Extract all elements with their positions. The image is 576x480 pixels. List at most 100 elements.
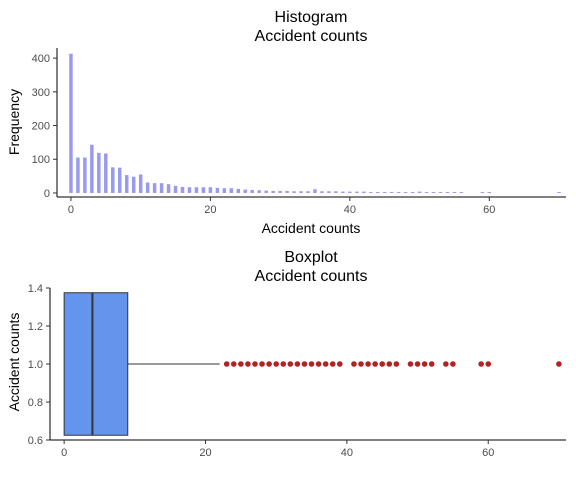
histogram-bar [424, 191, 429, 193]
histogram-bar [445, 191, 450, 193]
histogram-x-axis-title: Accident counts [262, 220, 361, 236]
histogram-x-tick-label: 0 [68, 204, 74, 216]
histogram-x-tick-label: 20 [204, 204, 216, 216]
histogram-title-line1: Histogram [275, 9, 348, 26]
histogram-bar [438, 191, 443, 193]
boxplot-outlier-point [301, 361, 308, 367]
histogram-bar [389, 191, 394, 193]
histogram-bar [215, 187, 220, 193]
histogram-x-tick-label: 40 [344, 204, 356, 216]
histogram-bar [487, 191, 492, 193]
histogram-bar [118, 167, 122, 193]
histogram-bar [376, 191, 380, 193]
histogram-bar [145, 182, 150, 193]
histogram-bar [313, 189, 317, 193]
boxplot-y-tick-label: 1.2 [28, 321, 43, 333]
histogram-bar [131, 176, 136, 193]
histogram-bar [138, 174, 143, 193]
boxplot-outlier-point [252, 361, 258, 367]
histogram-bar [90, 144, 94, 193]
boxplot-box [63, 292, 129, 436]
boxplot-outlier-point [351, 361, 357, 367]
histogram-y-tick-label: 0 [44, 188, 50, 200]
histogram-bar [369, 191, 373, 193]
boxplot-outlier-point [337, 361, 343, 367]
histogram-y-tick-label: 200 [32, 121, 50, 133]
boxplot-outlier-point [266, 361, 272, 367]
boxplot-outlier-point [259, 361, 265, 367]
histogram-bar [557, 191, 561, 193]
boxplot-outlier-point [294, 361, 301, 367]
boxplot-outlier-point [308, 361, 315, 367]
histogram-y-ticks: 0 100 200 300 400 [32, 53, 57, 200]
histogram-bar [111, 167, 115, 193]
histogram-bar [83, 157, 87, 193]
histogram-bar [348, 191, 352, 193]
boxplot-outlier-point [407, 361, 414, 367]
boxplot-x-ticks: 0 20 40 60 [61, 440, 494, 459]
boxplot-x-tick-label: 0 [61, 447, 67, 459]
histogram-bar [396, 191, 401, 193]
boxplot-outlier-point [556, 361, 562, 367]
histogram-bar [417, 191, 422, 193]
boxplot-y-ticks: 0.6 0.8 1.0 1.2 1.4 [28, 283, 50, 447]
histogram-bar [194, 187, 199, 193]
histogram-bar [243, 189, 248, 193]
boxplot-x-tick-label: 40 [341, 447, 353, 459]
histogram-bar [159, 183, 164, 193]
boxplot-y-tick-label: 1.0 [28, 359, 43, 371]
boxplot-marks [63, 292, 562, 436]
boxplot-outlier-point [443, 361, 449, 367]
boxplot-outlier-point [372, 361, 378, 367]
histogram-bar [222, 188, 227, 193]
histogram-bar [250, 189, 254, 193]
histogram-bar [208, 187, 213, 193]
histogram-bar [320, 191, 324, 193]
boxplot-y-tick-label: 0.6 [28, 435, 43, 447]
histogram-bar [257, 190, 261, 193]
histogram-bar [327, 191, 331, 193]
histogram-bar [299, 191, 303, 193]
histogram-bar [104, 153, 108, 193]
boxplot-outlier-point [365, 361, 371, 367]
histogram-bar [362, 191, 366, 193]
boxplot-outlier-point [386, 361, 393, 367]
histogram-y-tick-label: 100 [32, 154, 50, 166]
boxplot-y-axis-title: Accident counts [6, 313, 22, 412]
histogram-bar [187, 187, 192, 193]
boxplot-outlier-point [358, 361, 364, 367]
boxplot-title-line1: Boxplot [284, 249, 338, 266]
histogram-bar [180, 186, 185, 193]
boxplot-outlier-point [238, 361, 244, 367]
histogram-y-tick-label: 300 [32, 87, 50, 99]
histogram-y-axis-title: Frequency [6, 89, 22, 155]
histogram-bar [152, 183, 157, 193]
boxplot-y-tick-label: 0.8 [28, 397, 43, 409]
histogram-bar [201, 187, 206, 193]
histogram-bar [334, 191, 338, 193]
histogram-bar [97, 152, 101, 193]
boxplot-title-line2: Accident counts [255, 268, 368, 285]
boxplot-outlier-point [414, 361, 421, 367]
boxplot-outlier-point [273, 361, 279, 367]
histogram-bar [431, 191, 436, 193]
histogram-y-tick-label: 400 [32, 53, 50, 65]
boxplot-outlier-point [478, 361, 484, 367]
histogram-bar [452, 191, 457, 193]
histogram-bar [341, 191, 345, 193]
histogram-bar [124, 175, 129, 193]
boxplot-outlier-point [322, 361, 329, 367]
boxplot-outlier-point [393, 361, 400, 367]
histogram-bar [264, 190, 268, 193]
histogram-panel: Histogram Accident counts 0100200300400 … [6, 9, 566, 236]
histogram-bar [480, 191, 485, 193]
boxplot-outlier-point [280, 361, 287, 367]
histogram-bar [173, 185, 178, 193]
histogram-bar [278, 190, 282, 193]
boxplot-outlier-point [379, 361, 386, 367]
boxplot-outlier-point [315, 361, 322, 367]
histogram-bar [271, 190, 275, 193]
histogram-bars [69, 53, 561, 193]
boxplot-outlier-point [287, 361, 294, 367]
